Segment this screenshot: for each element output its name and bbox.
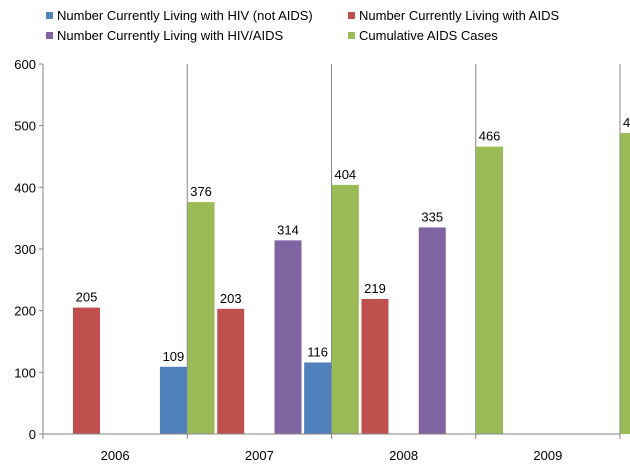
data-labels: 205 376 109 203 314 404 116 219 335 466 488	[76, 115, 630, 364]
legend-swatch-3	[46, 32, 53, 39]
bar-2006-series-2	[72, 307, 100, 434]
data-label-2008-series-3: 335	[421, 209, 443, 224]
y-tick-label: 600	[14, 57, 36, 72]
x-tick-label: 2009	[533, 448, 562, 463]
bar-2008-series-2	[361, 298, 389, 434]
y-tick-label: 300	[14, 242, 36, 257]
bar-2007-series-1	[159, 366, 187, 434]
bar-2007-series-3	[274, 240, 302, 434]
y-tick-label: 500	[14, 119, 36, 134]
bars	[72, 133, 630, 435]
bar-2008-series-3	[418, 227, 446, 434]
bar-2008-series-4	[476, 146, 504, 434]
data-label-2006-series-2: 205	[76, 290, 98, 305]
legend-swatch-2	[348, 12, 355, 19]
data-label-2007-series-2: 203	[220, 291, 242, 306]
bar-2007-series-4	[331, 184, 359, 434]
y-tick-label: 400	[14, 180, 36, 195]
legend-swatch-4	[348, 32, 355, 39]
legend-label-2: Number Currently Living with AIDS	[359, 8, 559, 23]
legend-swatch-1	[46, 12, 53, 19]
legend-label-4: Cumulative AIDS Cases	[359, 28, 498, 43]
data-label-2007-series-3: 314	[277, 222, 299, 237]
legend-label-1: Number Currently Living with HIV (not AI…	[57, 8, 313, 23]
data-label-2009-series-4: 488	[623, 115, 630, 130]
bar-2009-series-4	[620, 133, 630, 435]
data-label-2007-series-1: 109	[163, 349, 185, 364]
legend-label-3: Number Currently Living with HIV/AIDS	[57, 28, 283, 43]
x-tick-label: 2008	[389, 448, 418, 463]
data-label-2008-series-2: 219	[364, 281, 386, 296]
axes: 0 100 200 300 400 500 600 2006 2007 2008 2009	[14, 57, 621, 463]
y-tick-label: 200	[14, 304, 36, 319]
data-label-2008-series-4: 466	[479, 129, 501, 144]
data-label-2008-series-1: 116	[307, 344, 328, 359]
bar-2006-series-4	[187, 202, 215, 434]
x-tick-label: 2007	[245, 448, 274, 463]
x-tick-label: 2006	[101, 448, 130, 463]
data-label-2007-series-4: 404	[334, 167, 356, 182]
y-tick-label: 0	[29, 427, 36, 442]
bar-2008-series-1	[304, 362, 332, 434]
data-label-2006-series-4: 376	[190, 184, 212, 199]
grid-lines	[186, 64, 621, 434]
bar-2007-series-2	[217, 308, 245, 434]
y-tick-label: 100	[14, 365, 36, 380]
legend: Number Currently Living with HIV (not AI…	[46, 8, 559, 43]
